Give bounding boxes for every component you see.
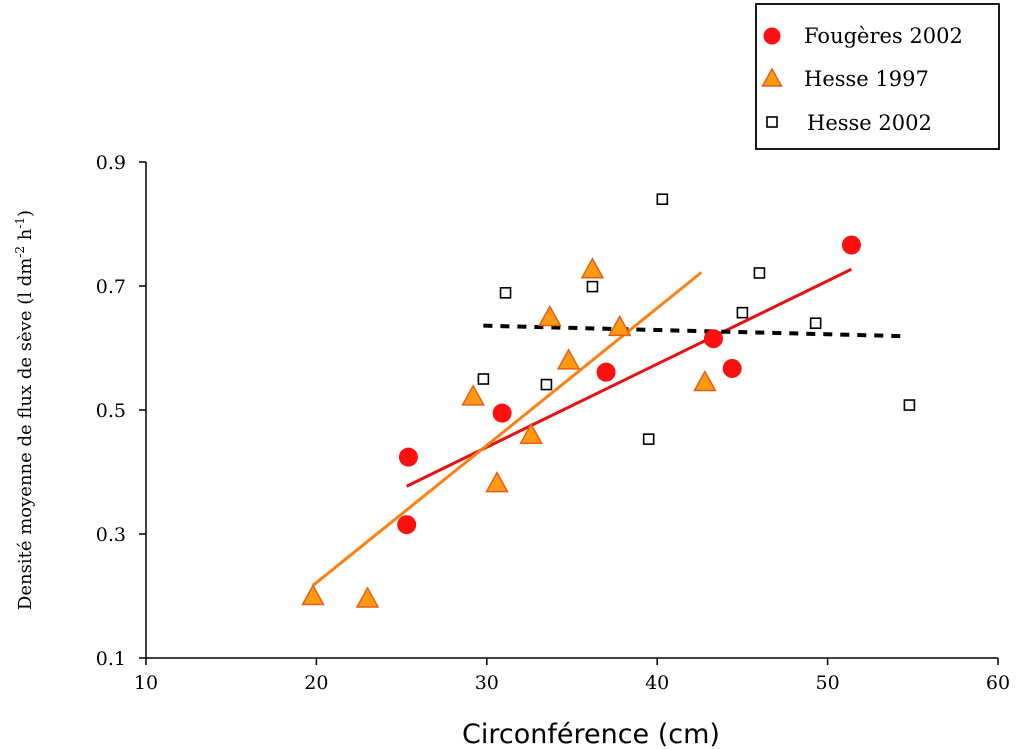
y-tick-label: 0.1 <box>96 648 126 670</box>
y-axis-ticks: 0.1 0.3 0.5 0.7 0.9 <box>96 152 146 670</box>
point-circle <box>841 235 861 255</box>
point-circle <box>596 362 616 382</box>
trend-lines <box>312 267 907 587</box>
point-circle <box>492 403 512 423</box>
legend-label-hesse-2002: Hesse 2002 <box>807 111 932 135</box>
y-tick-label: 0.3 <box>96 524 126 546</box>
legend-label-fougeres-2002: Fougères 2002 <box>804 24 963 48</box>
point-triangle <box>485 471 509 493</box>
y-tick-label: 0.7 <box>96 276 126 298</box>
legend-marker-hesse-1997 <box>761 67 783 87</box>
x-tick-label: 10 <box>134 672 158 694</box>
x-tick-label: 50 <box>816 672 840 694</box>
point-triangle <box>519 422 543 445</box>
trend-line-series-0 <box>406 267 853 488</box>
trend-line-series-2 <box>483 323 907 339</box>
point-square <box>586 280 599 293</box>
point-circle <box>722 358 742 378</box>
point-square <box>736 306 749 319</box>
x-axis-title: Circonférence (cm) <box>462 719 720 749</box>
y-tick-label: 0.9 <box>96 152 126 174</box>
x-axis-ticks: 10 20 30 40 50 60 <box>134 658 1010 694</box>
legend: Fougères 2002 Hesse 1997 Hesse 2002 <box>755 3 1000 150</box>
point-square <box>642 433 655 445</box>
point-square <box>753 267 766 279</box>
point-square <box>903 399 916 411</box>
point-triangle <box>693 370 717 392</box>
point-square <box>499 287 512 299</box>
point-square <box>656 193 669 205</box>
point-triangle <box>538 304 562 327</box>
point-square <box>540 378 553 391</box>
legend-marker-fougeres-2002 <box>763 27 781 45</box>
axes <box>145 162 998 659</box>
point-triangle <box>461 384 485 406</box>
point-triangle <box>355 586 380 608</box>
x-tick-label: 60 <box>986 672 1010 694</box>
y-axis-title: Densité moyenne de flux de sève (l dm-2 … <box>13 210 36 610</box>
point-square <box>809 317 822 330</box>
point-circle <box>397 515 417 535</box>
point-circle <box>398 447 418 467</box>
point-triangle <box>556 348 581 370</box>
legend-marker-hesse-2002 <box>766 116 778 128</box>
legend-frame <box>755 3 1000 150</box>
x-tick-label: 30 <box>475 672 499 694</box>
trend-line-series-1 <box>312 271 703 587</box>
x-tick-label: 40 <box>645 672 669 694</box>
data-points <box>301 193 916 608</box>
x-tick-label: 20 <box>304 672 328 694</box>
point-triangle <box>301 583 325 606</box>
point-square <box>477 373 490 385</box>
y-tick-label: 0.5 <box>96 400 126 422</box>
legend-label-hesse-1997: Hesse 1997 <box>804 67 929 91</box>
point-triangle <box>580 257 605 279</box>
point-circle <box>703 329 723 349</box>
point-triangle <box>607 314 632 337</box>
